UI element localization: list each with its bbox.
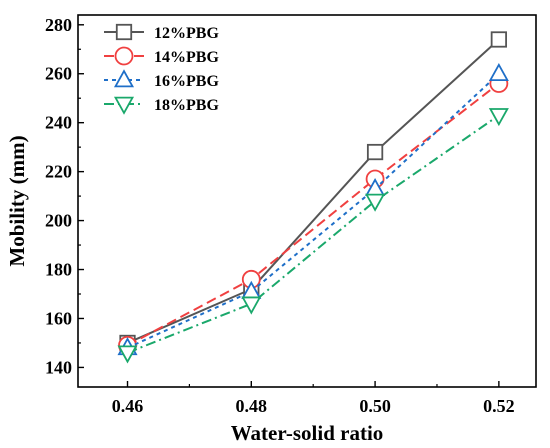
plot-border bbox=[77, 14, 537, 388]
legend-entry: 16%PBG bbox=[104, 69, 219, 90]
data-point bbox=[488, 62, 509, 82]
y-axis-title: Mobility (mm) bbox=[5, 135, 29, 266]
y-tick-label: 140 bbox=[45, 357, 72, 377]
data-point bbox=[366, 143, 384, 161]
y-tick-label: 160 bbox=[45, 308, 72, 328]
data-point bbox=[490, 31, 507, 48]
legend-entry: 14%PBG bbox=[104, 46, 219, 66]
legend-entry: 18%PBG bbox=[104, 96, 219, 115]
x-axis-title: Water-solid ratio bbox=[231, 421, 384, 445]
legend-marker bbox=[114, 46, 134, 66]
series-14pct-pbg bbox=[118, 74, 509, 355]
legend-marker bbox=[113, 69, 135, 88]
series-line bbox=[127, 114, 500, 354]
y-tick-label: 220 bbox=[45, 162, 72, 182]
legend-label: 12%PBG bbox=[154, 25, 219, 42]
data-point bbox=[117, 345, 138, 364]
series-line bbox=[127, 82, 500, 347]
x-tick-label: 0.46 bbox=[112, 396, 144, 416]
y-axis: 140 160 180 200 220 240 260 280 bbox=[45, 15, 84, 377]
y-tick-label: 200 bbox=[45, 211, 72, 231]
x-tick-label: 0.48 bbox=[236, 396, 268, 416]
series-layer bbox=[117, 31, 509, 364]
y-tick-label: 260 bbox=[45, 64, 72, 84]
legend-entry: 12%PBG bbox=[104, 23, 219, 42]
legend-marker bbox=[115, 23, 133, 41]
x-tick-label: 0.52 bbox=[483, 396, 515, 416]
y-tick-label: 240 bbox=[45, 113, 72, 133]
y-tick-label: 280 bbox=[45, 15, 72, 35]
legend-label: 14%PBG bbox=[154, 49, 219, 66]
legend: 12%PBG 14%PBG 16%PBG 18%PBG bbox=[104, 23, 219, 115]
data-point bbox=[365, 193, 386, 212]
series-line bbox=[127, 73, 500, 349]
legend-label: 16%PBG bbox=[154, 73, 219, 90]
x-tick-label: 0.50 bbox=[359, 396, 391, 416]
series-line bbox=[127, 38, 500, 344]
x-axis: 0.46 0.48 0.50 0.52 bbox=[112, 381, 515, 416]
data-point bbox=[241, 296, 262, 315]
series-18pct-pbg bbox=[117, 108, 509, 364]
legend-label: 18%PBG bbox=[154, 97, 219, 114]
y-tick-label: 180 bbox=[45, 260, 72, 280]
plot-frame bbox=[77, 14, 537, 388]
legend-marker bbox=[113, 96, 135, 115]
data-point bbox=[488, 108, 509, 127]
